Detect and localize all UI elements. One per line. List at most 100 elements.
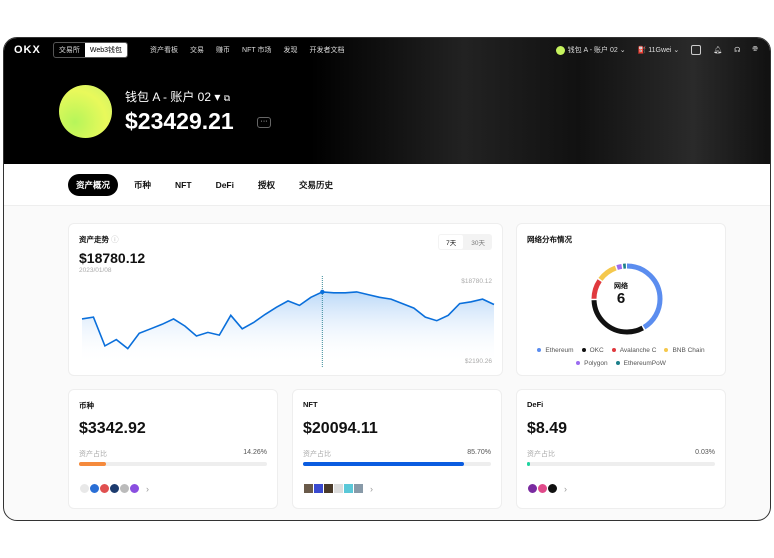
nav-item[interactable]: 发现 [283,47,298,54]
legend-label: Polygon [584,360,608,367]
range-30d[interactable]: 30天 [471,240,485,247]
wallet-name[interactable]: 钱包 A - 账户 02 ▾ ⧉ [125,88,230,105]
nav-item[interactable]: NFT 市场 [242,47,272,54]
chevron-right-icon[interactable]: › [563,483,574,494]
share-value: 0.03% [695,449,715,456]
wallet-header: OKX 交易所 Web3钱包 资产看板 交易 赚币 NFT 市场 发现 开发者文… [4,38,770,164]
share-label: 资产占比 [303,451,331,458]
tab-history[interactable]: 交易历史 [299,179,334,190]
asset-icon [353,483,364,494]
tab-web3-wallet[interactable]: Web3钱包 [84,43,128,57]
account-label: 钱包 A - 账户 02 [567,47,618,54]
caret-down-icon[interactable]: ▾ [214,90,221,104]
trend-title: 资产走势 ⓘ [79,234,119,245]
tab-approvals[interactable]: 授权 [257,179,275,190]
legend-item: Ethereum [537,347,574,354]
legend-item: Polygon [576,360,608,367]
share-progress-fill [303,462,465,466]
tab-tokens[interactable]: 币种 [134,179,152,190]
network-title: 网络分布情况 [527,235,572,244]
trend-point [320,289,325,295]
app-window: OKX 交易所 Web3钱包 资产看板 交易 赚币 NFT 市场 发现 开发者文… [3,37,771,521]
legend-item: Avalanche C [611,347,657,354]
top-nav: OKX 交易所 Web3钱包 资产看板 交易 赚币 NFT 市场 发现 开发者文… [4,38,770,62]
nav-item[interactable]: 资产看板 [150,47,179,54]
wallet-avatar [59,85,112,138]
asset-tabs: 资产概况 币种 NFT DeFi 授权 交易历史 [4,164,770,206]
legend-dot-icon [576,361,581,366]
share-label: 资产占比 [79,451,107,458]
share-progress [303,462,491,466]
card-value: $20094.11 [303,420,378,437]
card-title: DeFi [527,400,544,409]
trend-chart[interactable] [69,224,504,377]
globe-icon[interactable]: 🌐︎ [752,46,758,53]
trend-value: $18780.12 [79,250,146,266]
legend-label: Avalanche C [619,347,657,354]
more-button[interactable]: ··· [257,117,271,128]
asset-icons[interactable]: › [303,483,380,494]
legend-dot-icon [581,348,586,353]
share-label: 资产占比 [527,451,555,458]
network-card: 网络分布情况 网络 6 Ethereum OKC Avalanche C BNB Ch… [516,223,726,376]
chevron-right-icon[interactable]: › [369,483,380,494]
chevron-right-icon[interactable]: › [145,483,156,494]
asset-icon [547,483,558,494]
share-value: 14.26% [243,449,267,456]
summary-card: NFT $20094.11 资产占比 85.70% › [292,389,502,509]
share-progress-fill [527,462,530,466]
gas-selector[interactable]: ⛽ 11Gwei ⌄ [637,47,680,54]
tab-exchange[interactable]: 交易所 [58,47,80,54]
download-icon[interactable] [691,45,702,55]
summary-card: DeFi $8.49 资产占比 0.03% › [516,389,726,509]
network-count: 6 [616,290,626,307]
nav-item[interactable]: 赚币 [216,47,231,54]
card-value: $8.49 [527,420,568,437]
asset-trend-card: 资产走势 ⓘ $18780.12 2023/01/08 7天 30天 $1878… [68,223,503,376]
trend-title-text: 资产走势 [79,235,109,244]
network-donut [591,263,663,335]
donut-slice [591,263,663,335]
legend-label: EthereumPoW [623,360,666,367]
card-title: 币种 [79,401,94,410]
card-title: NFT [303,400,318,409]
legend-dot-icon [537,348,542,353]
asset-icons[interactable]: › [79,483,156,494]
asset-icons[interactable]: › [527,483,574,494]
account-avatar-icon [555,45,565,55]
legend-dot-icon [664,348,669,353]
legend-item: BNB Chain [664,347,705,354]
wallet-name-text: 钱包 A - 账户 02 [125,90,212,104]
share-progress [79,462,267,466]
gas-label: 11Gwei [648,47,672,54]
legend-label: Ethereum [545,347,574,354]
info-icon[interactable]: ⓘ [111,235,119,244]
share-progress [527,462,715,466]
share-value: 85.70% [467,449,491,456]
trend-date: 2023/01/08 [79,267,112,274]
range-toggle: 7天 30天 [438,234,492,250]
headset-icon[interactable]: ☊ [734,47,741,54]
bell-icon[interactable]: 🔔︎ [713,47,723,54]
okx-logo[interactable]: OKX [14,44,41,56]
tab-overview[interactable]: 资产概况 [68,173,119,196]
nav-item[interactable]: 开发者文档 [309,47,345,54]
legend-dot-icon [611,348,616,353]
tab-nft[interactable]: NFT [175,179,192,190]
summary-card: 币种 $3342.92 资产占比 14.26% › [68,389,278,509]
min-label: $2190.26 [464,358,492,365]
range-7d[interactable]: 7天 [439,235,464,249]
card-value: $3342.92 [79,420,146,437]
legend-item: EthereumPoW [615,360,666,367]
mode-switch: 交易所 Web3钱包 [52,42,129,58]
copy-icon[interactable]: ⧉ [223,93,231,103]
nav-item[interactable]: 交易 [190,47,205,54]
donut-slice [591,263,663,335]
asset-icon [129,483,140,494]
max-label: $18780.12 [461,278,492,285]
account-selector[interactable]: 钱包 A - 账户 02 ⌄ [555,45,626,55]
legend-item: OKC [581,347,604,354]
legend-dot-icon [615,361,620,366]
tab-defi[interactable]: DeFi [215,179,234,190]
donut-center-label: 网络 [614,283,628,290]
